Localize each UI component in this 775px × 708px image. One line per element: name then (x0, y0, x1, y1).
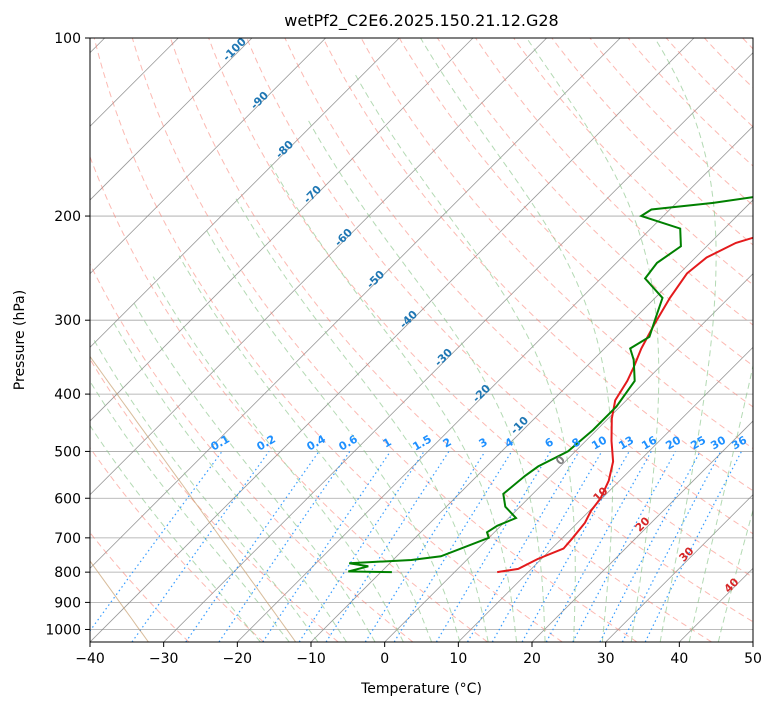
mixing-ratio-line (90, 451, 223, 632)
isotherm (531, 420, 753, 642)
x-tick-label: 0 (380, 651, 389, 667)
mixing-ratio-line (491, 451, 603, 642)
x-tick-label: 50 (744, 651, 762, 667)
chart-title: wetPf2_C2E6.2025.150.21.12.G28 (284, 11, 558, 31)
dry-adiabat (360, 38, 753, 450)
mixing-ratio-line (572, 451, 677, 642)
moist-adiabat (205, 229, 461, 642)
y-tick-label: 400 (54, 387, 81, 403)
isotherm (90, 38, 400, 348)
isotherm (163, 52, 753, 642)
mixing-ratio-line (325, 451, 450, 642)
moist-adiabat (526, 38, 660, 642)
x-tick-label: −20 (223, 651, 253, 667)
moist-adiabat (654, 38, 717, 642)
moist-adiabat (420, 38, 614, 642)
axes: −40 −30 −20 −10 0 10 20 30 40 50 100 200 300 400 500 60… (45, 31, 762, 667)
moist-adiabat (688, 363, 753, 642)
dry-adiabat (170, 38, 712, 642)
mixing-ratio-line (298, 451, 425, 642)
moist-adiabat (133, 302, 376, 642)
y-tick-label: 200 (54, 209, 81, 225)
dry-adiabat (627, 38, 753, 167)
dry-adiabat (436, 38, 753, 367)
moist-adiabat (113, 323, 347, 642)
isotherm (458, 346, 753, 642)
isotherm (384, 273, 753, 642)
plot-area (90, 38, 753, 642)
y-tick-label: 700 (54, 531, 81, 547)
moist-adiabat (92, 338, 319, 642)
dry-adiabat (475, 38, 753, 326)
dry-adiabat (589, 38, 753, 206)
x-tick-label: 10 (449, 651, 467, 667)
moist-adiabat (90, 424, 261, 642)
isotherm (90, 38, 326, 275)
moist-adiabat (269, 162, 518, 642)
moist-adiabat (354, 73, 576, 642)
isotherm (605, 494, 753, 642)
mixing-ratio-line (521, 451, 630, 642)
mixing-ratio-line (185, 451, 320, 642)
mixing-ratio-line (644, 451, 743, 642)
x-axis-label: Temperature (°C) (360, 681, 482, 697)
mixing-ratio-line (621, 451, 722, 642)
x-tick-label: −10 (296, 651, 326, 667)
isotherm (90, 38, 547, 496)
plot-frame (89, 37, 754, 643)
y-tick-label: 100 (54, 31, 81, 47)
moist-adiabat (152, 276, 404, 642)
y-tick-label: 900 (54, 595, 81, 611)
y-tick-label: 600 (54, 491, 81, 507)
dry-adiabat (90, 262, 414, 642)
moist-adiabat (178, 255, 433, 642)
dewpoint-profile (348, 196, 753, 574)
isotherm (90, 38, 621, 569)
thermal-curve (90, 355, 297, 642)
temperature-profile (497, 236, 753, 574)
y-tick-label: 1000 (45, 622, 81, 638)
mixing-ratio-line (262, 451, 391, 642)
moist-adiabat (90, 380, 290, 642)
mixing-ratio-line (599, 451, 701, 642)
mixing-ratio-line (435, 451, 552, 642)
dry-adiabat (398, 38, 753, 408)
y-axis-label: Pressure (hPa) (12, 290, 28, 390)
isotherm (237, 125, 753, 642)
dry-adiabat (284, 38, 753, 535)
mixing-ratio-line (131, 451, 270, 642)
mixing-ratio-line (466, 451, 580, 642)
x-tick-label: 20 (523, 651, 541, 667)
mixing-ratio-line (545, 451, 652, 642)
dry-adiabat (246, 38, 753, 578)
y-tick-label: 300 (54, 313, 81, 329)
y-tick-label: 800 (54, 565, 81, 581)
y-tick-label: 500 (54, 444, 81, 460)
dry-adiabat (93, 38, 563, 642)
isotherm (90, 38, 474, 422)
dry-adiabat (90, 155, 488, 642)
x-tick-label: 30 (597, 651, 615, 667)
moist-adiabat (717, 508, 753, 642)
x-tick-label: −30 (149, 651, 179, 667)
x-tick-label: 40 (670, 651, 688, 667)
dry-adiabat (90, 446, 264, 642)
moist-adiabat (235, 198, 489, 642)
x-tick-label: −40 (75, 651, 105, 667)
isotherm (90, 38, 253, 201)
